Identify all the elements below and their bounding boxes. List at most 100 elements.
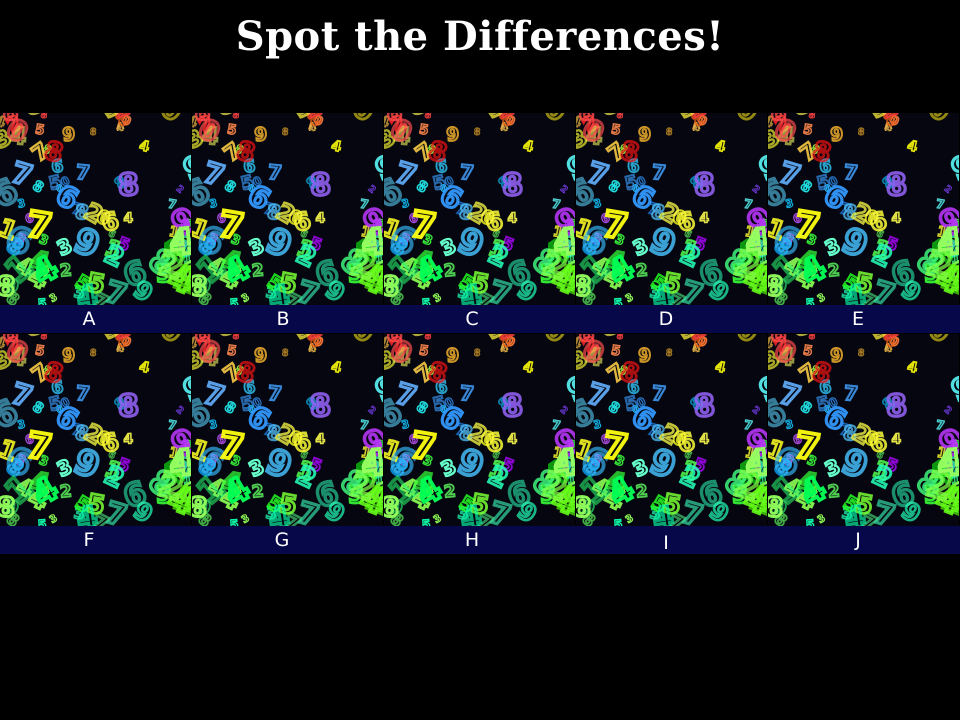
svg-text:8: 8 (424, 113, 432, 121)
panel-label-d[interactable]: D (658, 308, 674, 330)
svg-text:3: 3 (841, 504, 854, 523)
svg-text:5: 5 (34, 343, 45, 359)
svg-text:8: 8 (21, 113, 48, 122)
panel-label-e[interactable]: E (851, 308, 864, 330)
svg-text:8: 8 (616, 334, 624, 342)
svg-text:8: 8 (576, 493, 592, 524)
svg-text:4: 4 (585, 122, 603, 150)
svg-text:1: 1 (374, 251, 383, 268)
svg-text:4: 4 (617, 263, 627, 276)
svg-text:5: 5 (229, 518, 239, 526)
svg-text:4: 4 (0, 113, 8, 131)
svg-text:5: 5 (169, 240, 182, 260)
svg-text:5: 5 (802, 122, 813, 138)
svg-text:9: 9 (388, 496, 405, 519)
svg-text:8: 8 (424, 334, 432, 342)
panel-image-j[interactable]: 0288653443800676135554311484168738552699… (768, 334, 959, 526)
svg-text:3: 3 (592, 418, 602, 432)
svg-text:3: 3 (265, 283, 278, 302)
svg-text:4: 4 (192, 113, 200, 131)
panel-image-e[interactable]: 0288653443800676135554311484168738552699… (768, 113, 959, 305)
svg-text:1: 1 (950, 251, 959, 268)
svg-text:6: 6 (24, 211, 35, 227)
svg-text:6: 6 (435, 156, 449, 177)
svg-text:5: 5 (623, 393, 640, 416)
svg-text:4: 4 (699, 431, 709, 447)
svg-text:0: 0 (248, 405, 255, 416)
svg-text:8: 8 (858, 348, 865, 359)
panel-label-a[interactable]: A (82, 308, 96, 330)
panel-image-f[interactable]: 0288653443800676135554311484168738552699… (0, 334, 191, 526)
panel-label-c[interactable]: C (465, 308, 479, 330)
svg-text:0: 0 (56, 405, 63, 416)
panel-label-b[interactable]: B (276, 308, 290, 330)
svg-text:4: 4 (315, 431, 325, 447)
svg-text:8: 8 (232, 334, 240, 342)
panel-label-g[interactable]: G (274, 529, 290, 551)
svg-text:4: 4 (0, 334, 8, 352)
svg-text:4: 4 (9, 122, 27, 150)
svg-text:3: 3 (784, 197, 794, 211)
svg-text:1: 1 (744, 445, 757, 463)
panel-label-h[interactable]: H (464, 529, 480, 551)
neon-numbers-art: 0288653443800676135554311484168738552699… (576, 113, 767, 305)
svg-text:2: 2 (251, 259, 265, 280)
svg-text:6: 6 (51, 377, 65, 398)
svg-text:1: 1 (758, 251, 767, 268)
svg-text:9: 9 (254, 124, 268, 146)
svg-text:8: 8 (770, 113, 787, 126)
svg-text:4: 4 (576, 113, 584, 131)
svg-text:4: 4 (41, 263, 51, 276)
panel-image-i[interactable]: 0288653443800676135554311484168738552699… (576, 334, 767, 526)
svg-text:9: 9 (196, 496, 213, 519)
svg-text:8: 8 (650, 200, 665, 224)
svg-text:1: 1 (744, 224, 757, 242)
svg-text:8: 8 (885, 388, 908, 424)
panel-label-j[interactable]: J (855, 529, 861, 551)
svg-text:9: 9 (580, 496, 597, 519)
svg-text:4: 4 (777, 122, 795, 150)
svg-text:4: 4 (714, 138, 727, 156)
svg-text:2: 2 (251, 480, 265, 501)
panel-image-d[interactable]: 0288653443800676135554311484168738552699… (576, 113, 767, 305)
svg-text:4: 4 (809, 263, 819, 276)
svg-text:5: 5 (47, 393, 64, 416)
svg-text:3: 3 (841, 283, 854, 302)
svg-text:2: 2 (686, 113, 709, 124)
svg-text:4: 4 (936, 443, 959, 485)
svg-text:7: 7 (359, 197, 370, 212)
svg-text:8: 8 (282, 127, 289, 138)
svg-text:6: 6 (792, 432, 803, 448)
svg-text:8: 8 (458, 421, 473, 445)
svg-text:5: 5 (431, 172, 448, 195)
panel-image-c[interactable]: 0288653443800676135554311484168738552699… (384, 113, 575, 305)
svg-text:8: 8 (578, 334, 595, 347)
svg-text:5: 5 (815, 393, 832, 416)
svg-text:8: 8 (789, 113, 816, 122)
svg-text:4: 4 (168, 443, 191, 485)
svg-text:5: 5 (753, 334, 767, 337)
svg-text:9: 9 (388, 275, 405, 298)
svg-text:8: 8 (474, 127, 481, 138)
svg-text:6: 6 (435, 377, 449, 398)
svg-text:9: 9 (772, 496, 789, 519)
svg-text:6: 6 (408, 432, 419, 448)
svg-text:4: 4 (384, 334, 392, 352)
svg-text:8: 8 (40, 113, 48, 121)
svg-text:5: 5 (226, 122, 237, 138)
panel-image-h[interactable]: 0288653443800676135554311484168738552699… (384, 334, 575, 526)
svg-text:4: 4 (168, 222, 191, 264)
panel-label-i[interactable]: I (663, 532, 669, 554)
panel-image-a[interactable]: 0288653443800676135554311484168738552699… (0, 113, 191, 305)
panel-image-b[interactable]: 0288653443800676135554311484168738552699… (192, 113, 383, 305)
panel-image-g[interactable]: 0288653443800676135554311484168738552699… (192, 334, 383, 526)
svg-text:7: 7 (551, 418, 562, 433)
svg-text:0: 0 (824, 405, 831, 416)
svg-text:6: 6 (600, 432, 611, 448)
svg-text:6: 6 (819, 377, 833, 398)
panel-label-f[interactable]: F (83, 529, 95, 551)
svg-text:8: 8 (2, 113, 19, 126)
svg-text:8: 8 (405, 334, 432, 343)
svg-text:2: 2 (110, 334, 133, 345)
svg-text:8: 8 (597, 113, 624, 122)
